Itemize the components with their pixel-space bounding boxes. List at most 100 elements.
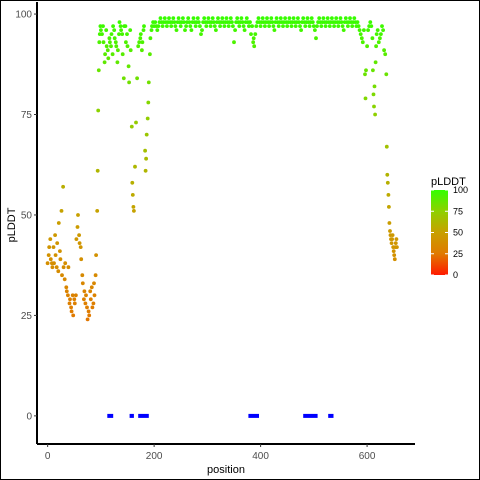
data-point xyxy=(321,16,326,20)
data-point xyxy=(133,164,137,169)
data-point xyxy=(212,24,217,28)
data-point xyxy=(346,24,350,28)
data-point xyxy=(247,24,251,28)
data-point xyxy=(56,269,61,274)
data-point xyxy=(112,36,117,41)
data-point xyxy=(242,28,247,32)
data-point xyxy=(323,24,328,28)
data-point xyxy=(371,92,376,97)
data-point xyxy=(134,120,138,125)
data-point xyxy=(359,36,364,41)
data-point xyxy=(371,68,375,73)
data-point xyxy=(160,24,165,28)
data-point xyxy=(382,48,386,53)
data-point xyxy=(206,16,211,20)
data-point xyxy=(94,253,98,257)
data-point xyxy=(103,52,107,57)
data-point xyxy=(108,40,112,45)
data-point xyxy=(89,285,94,290)
data-point xyxy=(184,24,189,28)
data-point xyxy=(287,16,292,20)
data-point xyxy=(116,48,120,53)
blue-segments-layer xyxy=(107,413,334,418)
data-point xyxy=(90,305,95,310)
data-point xyxy=(336,24,341,28)
segment-bar xyxy=(138,413,149,418)
data-point xyxy=(88,289,93,294)
data-point xyxy=(372,84,377,89)
data-point xyxy=(104,44,109,49)
data-point xyxy=(129,124,134,129)
data-point xyxy=(390,237,394,242)
data-point xyxy=(186,16,191,20)
data-point xyxy=(119,28,123,32)
data-point xyxy=(105,48,110,53)
data-point xyxy=(303,24,308,28)
data-point xyxy=(394,237,399,242)
data-point xyxy=(156,24,161,28)
data-point xyxy=(370,36,375,41)
data-point xyxy=(124,40,128,45)
x-tick-label: 400 xyxy=(252,451,269,462)
data-point xyxy=(72,301,77,306)
data-point xyxy=(241,24,246,28)
y-tick-label: 75 xyxy=(21,110,33,121)
x-tick-label: 600 xyxy=(359,451,376,462)
data-point xyxy=(64,289,69,294)
data-point xyxy=(60,273,64,278)
data-point xyxy=(125,44,130,49)
data-point xyxy=(120,52,125,57)
data-point xyxy=(315,24,319,28)
data-point xyxy=(112,28,117,32)
data-point xyxy=(249,32,253,36)
data-point xyxy=(390,233,395,238)
data-point xyxy=(87,313,92,318)
data-point xyxy=(146,100,151,105)
data-point xyxy=(169,24,174,28)
data-point xyxy=(289,24,294,28)
data-point xyxy=(125,32,129,36)
data-point xyxy=(274,16,279,20)
data-point xyxy=(82,289,87,294)
data-point xyxy=(64,285,69,290)
data-point xyxy=(95,209,100,213)
data-point xyxy=(109,44,113,49)
data-point xyxy=(182,20,186,24)
data-point xyxy=(174,28,179,32)
data-point xyxy=(387,221,392,225)
data-point xyxy=(291,16,296,20)
data-point xyxy=(250,24,255,28)
data-point xyxy=(267,24,271,28)
data-point xyxy=(109,32,114,36)
data-point xyxy=(68,297,72,302)
data-point xyxy=(283,16,287,20)
data-point xyxy=(111,24,115,28)
data-point xyxy=(364,68,368,73)
data-point xyxy=(356,24,361,28)
legend-tick-label: 50 xyxy=(453,228,463,238)
data-point xyxy=(45,261,50,266)
data-point xyxy=(319,24,324,28)
data-point xyxy=(378,36,382,41)
data-point xyxy=(66,293,70,298)
data-point xyxy=(181,16,185,20)
data-point xyxy=(198,24,202,28)
x-axis-title: position xyxy=(207,464,245,476)
data-point xyxy=(47,245,52,250)
legend: pLDDT 0 25 50 75 100 xyxy=(431,176,468,280)
data-point xyxy=(144,156,149,161)
data-point xyxy=(253,32,258,36)
legend-title: pLDDT xyxy=(431,176,466,188)
data-point xyxy=(132,209,136,213)
data-point xyxy=(144,132,149,137)
data-point xyxy=(363,72,367,77)
data-point xyxy=(389,241,394,246)
data-point xyxy=(123,24,128,28)
data-point xyxy=(352,16,357,20)
data-point xyxy=(239,16,244,20)
data-point xyxy=(363,96,368,101)
data-point xyxy=(195,16,200,20)
data-point xyxy=(155,28,160,32)
data-point xyxy=(297,20,301,24)
